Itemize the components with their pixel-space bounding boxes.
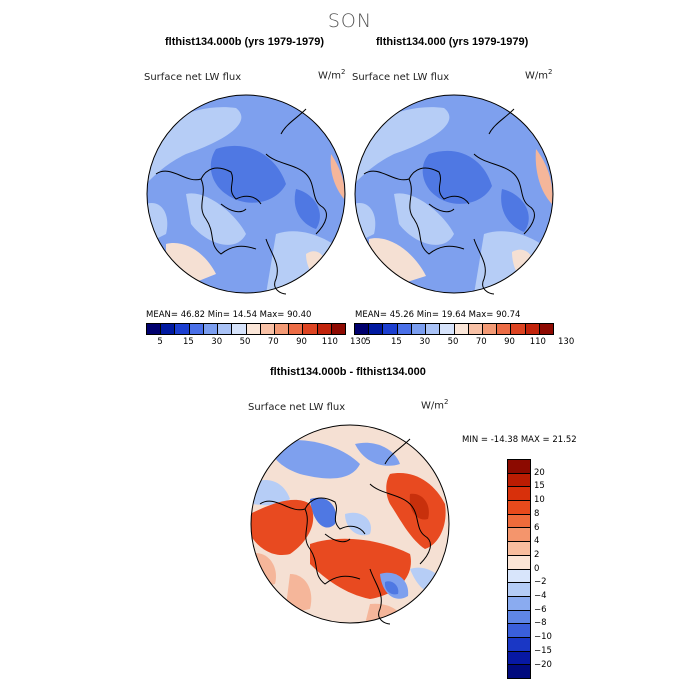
colorbar-tick-label: 110 [321, 337, 338, 347]
figure-title: SON [327, 10, 373, 32]
colorbar-tick-label: 70 [267, 337, 279, 347]
colorbar-swatch [508, 637, 530, 652]
colorbar-panel-1-labels: 5 15 30 50 70 90 110 130 [146, 337, 366, 349]
colorbar-swatch [508, 460, 530, 474]
colorbar-tick-label: 0 [534, 563, 540, 574]
panel-1-subtitle: Surface net LW flux [144, 72, 242, 83]
colorbar-swatch [175, 324, 190, 334]
colorbar-tick-label: 70 [475, 337, 487, 347]
map-panel-difference [250, 424, 450, 625]
colorbar-swatch [397, 324, 412, 334]
colorbar-tick-label: 50 [239, 337, 251, 347]
colorbar-tick-label: −2 [534, 577, 547, 588]
colorbar-swatch [508, 651, 530, 666]
panel-3-title: flthist134.000b - flthist134.000 [270, 366, 426, 378]
colorbar-panel-2-labels: 5 15 30 50 70 90 110 130 [354, 337, 574, 349]
colorbar-swatch [508, 473, 530, 488]
colorbar-swatch [525, 324, 540, 334]
colorbar-tick-label: 2 [534, 549, 540, 560]
colorbar-tick-label: 6 [534, 522, 540, 533]
colorbar-swatch [508, 555, 530, 570]
colorbar-tick-label: 130 [350, 337, 367, 347]
colorbar-swatch [246, 324, 261, 334]
colorbar-swatch [508, 542, 530, 556]
colorbar-swatch [539, 324, 554, 334]
colorbar-tick-label: 130 [558, 337, 575, 347]
colorbar-swatch [497, 324, 512, 334]
colorbar-tick-label: 20 [534, 467, 545, 478]
map-panel-2 [354, 94, 554, 295]
colorbar-swatch [411, 324, 427, 334]
panel-2-units: W/m2 [525, 68, 553, 82]
panel-1-title: flthist134.000b (yrs 1979-1979) [165, 36, 324, 48]
colorbar-tick-label: 110 [529, 337, 546, 347]
colorbar-swatch [426, 324, 441, 334]
colorbar-swatch [232, 324, 247, 334]
panel-3-subtitle: Surface net LW flux [248, 402, 346, 413]
panel-2-title: flthist134.000 (yrs 1979-1979) [376, 36, 529, 48]
colorbar-panel-1 [146, 323, 346, 335]
colorbar-swatch [260, 324, 275, 334]
colorbar-swatch [274, 324, 290, 334]
colorbar-tick-label: −10 [534, 632, 552, 643]
colorbar-swatch [383, 324, 398, 334]
colorbar-difference-labels: 20 15 10 8 6 4 2 0 −2 −4 −6 −8 −10 −15 −20 [534, 459, 574, 670]
colorbar-tick-label: 15 [391, 337, 402, 347]
colorbar-swatch [440, 324, 455, 334]
colorbar-tick-label: 15 [183, 337, 194, 347]
colorbar-tick-label: 10 [534, 495, 545, 506]
colorbar-difference [507, 459, 531, 679]
colorbar-swatch [508, 528, 530, 543]
colorbar-swatch [331, 324, 346, 334]
colorbar-swatch [218, 324, 233, 334]
colorbar-panel-2 [354, 323, 554, 335]
colorbar-tick-label: −8 [534, 618, 547, 629]
colorbar-swatch [482, 324, 498, 334]
map-panel-1 [146, 94, 346, 295]
colorbar-swatch [511, 324, 526, 334]
colorbar-tick-label: 5 [365, 337, 371, 347]
colorbar-tick-label: 5 [157, 337, 163, 347]
panel-3-stats: MIN = -14.38 MAX = 21.52 [462, 435, 577, 445]
colorbar-swatch [289, 324, 304, 334]
colorbar-tick-label: 30 [419, 337, 431, 347]
colorbar-tick-label: 4 [534, 536, 540, 547]
colorbar-swatch [508, 665, 530, 678]
colorbar-swatch [203, 324, 219, 334]
colorbar-swatch [369, 324, 384, 334]
panel-2-stats: MEAN= 45.26 Min= 19.64 Max= 90.74 [355, 310, 521, 320]
colorbar-swatch [508, 610, 530, 625]
colorbar-tick-label: 15 [534, 481, 545, 492]
colorbar-swatch [161, 324, 176, 334]
colorbar-swatch [147, 324, 162, 334]
colorbar-swatch [508, 624, 530, 638]
colorbar-swatch [355, 324, 370, 334]
colorbar-swatch [508, 569, 530, 584]
panel-1-stats: MEAN= 46.82 Min= 14.54 Max= 90.40 [146, 310, 312, 320]
colorbar-tick-label: 90 [296, 337, 307, 347]
colorbar-tick-label: 90 [504, 337, 515, 347]
colorbar-swatch [189, 324, 204, 334]
panel-3-units: W/m2 [421, 398, 449, 412]
colorbar-swatch [454, 324, 469, 334]
panel-1-units: W/m2 [318, 68, 346, 82]
colorbar-swatch [508, 583, 530, 597]
colorbar-tick-label: 50 [447, 337, 459, 347]
colorbar-swatch [508, 487, 530, 502]
colorbar-swatch [303, 324, 318, 334]
colorbar-tick-label: −15 [534, 645, 552, 656]
colorbar-tick-label: −20 [534, 659, 552, 670]
colorbar-swatch [468, 324, 483, 334]
colorbar-tick-label: 8 [534, 508, 540, 519]
colorbar-swatch [317, 324, 332, 334]
colorbar-swatch [508, 501, 530, 515]
colorbar-tick-label: 30 [211, 337, 223, 347]
colorbar-tick-label: −6 [534, 604, 547, 615]
colorbar-swatch [508, 596, 530, 611]
colorbar-tick-label: −4 [534, 591, 547, 601]
panel-2-subtitle: Surface net LW flux [352, 72, 450, 83]
colorbar-swatch [508, 514, 530, 529]
